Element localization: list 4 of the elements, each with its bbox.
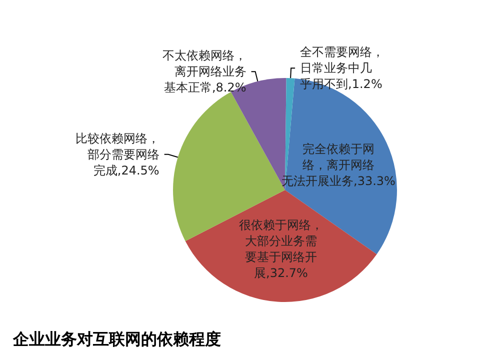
slice-label: 很依赖于网络，大部分业务需要基于网络开展,32.7% (238, 218, 323, 280)
slice-label: 完全依赖于网络，离开网络无法开展业务,33.3% (282, 142, 396, 188)
text: 企业业务对互联网的依赖程度 (12, 330, 221, 348)
slice-label: 比较依赖网络，部分需要网络完成,24.5% (75, 131, 160, 178)
